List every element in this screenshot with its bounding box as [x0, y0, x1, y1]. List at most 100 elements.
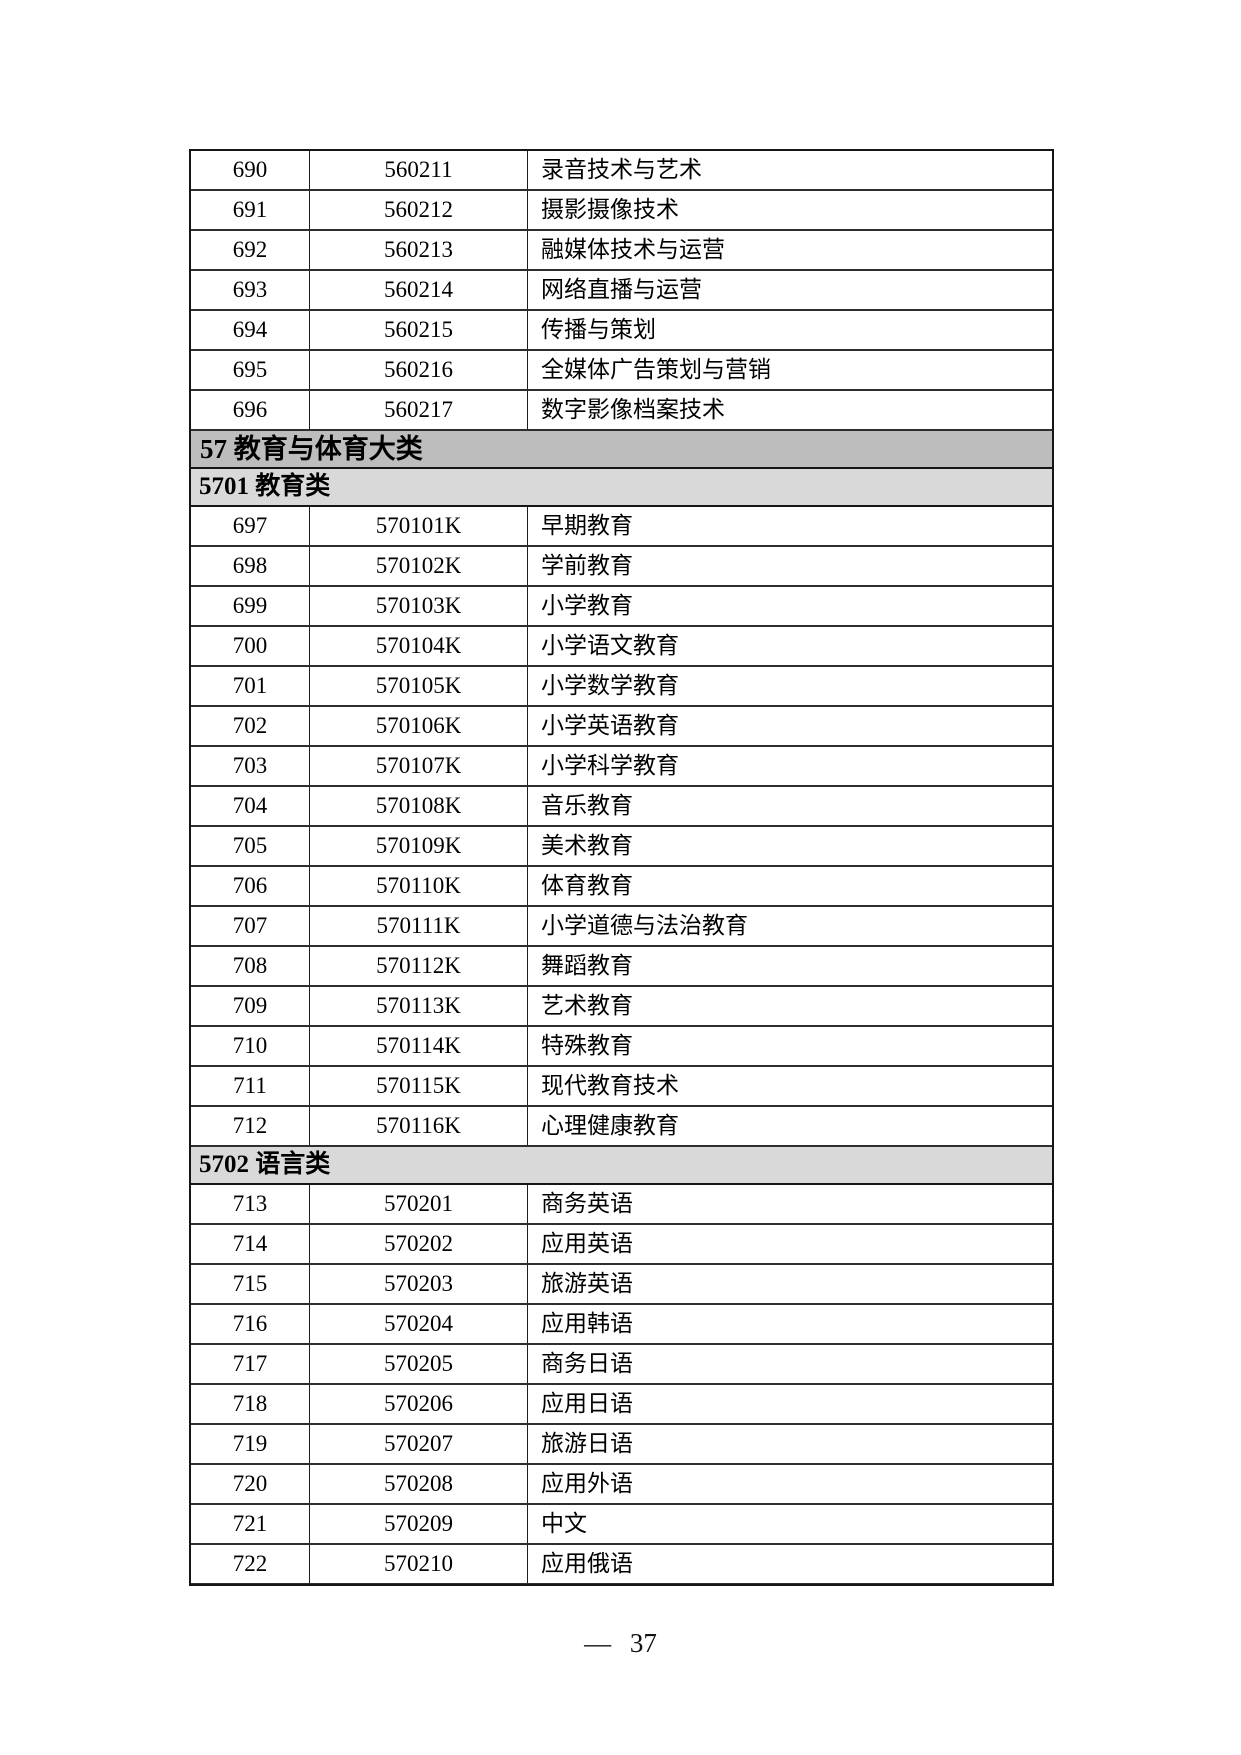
- subcategory-header: 5702 语言类: [191, 1147, 1052, 1185]
- table-row: 700 570104K 小学语文教育: [191, 627, 1052, 667]
- name-cell: 商务英语: [541, 1191, 633, 1216]
- table-row: 705 570109K 美术教育: [191, 827, 1052, 867]
- seq-cell: 704: [191, 787, 310, 825]
- name-cell: 网络直播与运营: [541, 277, 702, 302]
- seq-cell: 702: [191, 707, 310, 745]
- table-row: 694 560215 传播与策划: [191, 311, 1052, 351]
- table-row: 712 570116K 心理健康教育: [191, 1107, 1052, 1147]
- name-cell: 数字影像档案技术: [541, 397, 725, 422]
- code-cell: 560215: [310, 311, 528, 349]
- seq-cell: 703: [191, 747, 310, 785]
- name-cell: 小学道德与法治教育: [541, 913, 748, 938]
- name-cell: 摄影摄像技术: [541, 197, 679, 222]
- seq-cell: 698: [191, 547, 310, 585]
- seq-cell: 690: [191, 151, 310, 189]
- code-cell: 570201: [310, 1185, 528, 1223]
- name-cell: 美术教育: [541, 833, 633, 858]
- code-cell: 570103K: [310, 587, 528, 625]
- table-row: 696 560217 数字影像档案技术: [191, 391, 1052, 431]
- code-cell: 560217: [310, 391, 528, 429]
- code-cell: 570204: [310, 1305, 528, 1343]
- page-number: — 37: [584, 1628, 657, 1658]
- name-cell: 传播与策划: [541, 317, 656, 342]
- catalog-table: 690 560211 录音技术与艺术 691 560212 摄影摄像技术 692 560213…: [189, 149, 1054, 1586]
- table-row: 714 570202 应用英语: [191, 1225, 1052, 1265]
- seq-cell: 694: [191, 311, 310, 349]
- code-cell: 560211: [310, 151, 528, 189]
- code-cell: 570101K: [310, 507, 528, 545]
- name-cell: 体育教育: [541, 873, 633, 898]
- seq-cell: 692: [191, 231, 310, 269]
- table-row: 695 560216 全媒体广告策划与营销: [191, 351, 1052, 391]
- name-cell: 应用韩语: [541, 1311, 633, 1336]
- name-cell: 小学英语教育: [541, 713, 679, 738]
- table-row: 692 560213 融媒体技术与运营: [191, 231, 1052, 271]
- code-cell: 570205: [310, 1345, 528, 1383]
- table-row: 709 570113K 艺术教育: [191, 987, 1052, 1027]
- table-row: 722 570210 应用俄语: [191, 1545, 1052, 1584]
- name-cell: 录音技术与艺术: [541, 157, 702, 182]
- table-row: 710 570114K 特殊教育: [191, 1027, 1052, 1067]
- name-cell: 应用俄语: [541, 1551, 633, 1576]
- code-cell: 570116K: [310, 1107, 528, 1145]
- name-cell: 小学科学教育: [541, 753, 679, 778]
- name-cell: 音乐教育: [541, 793, 633, 818]
- table-row: 713 570201 商务英语: [191, 1185, 1052, 1225]
- code-cell: 570102K: [310, 547, 528, 585]
- name-cell: 融媒体技术与运营: [541, 237, 725, 262]
- name-cell: 应用外语: [541, 1471, 633, 1496]
- table-row: 706 570110K 体育教育: [191, 867, 1052, 907]
- seq-cell: 722: [191, 1545, 310, 1583]
- table-row: 691 560212 摄影摄像技术: [191, 191, 1052, 231]
- table-row: 721 570209 中文: [191, 1505, 1052, 1545]
- code-cell: 570115K: [310, 1067, 528, 1105]
- table-row: 701 570105K 小学数学教育: [191, 667, 1052, 707]
- seq-cell: 714: [191, 1225, 310, 1263]
- table-row: 699 570103K 小学教育: [191, 587, 1052, 627]
- name-cell: 心理健康教育: [541, 1113, 679, 1138]
- seq-cell: 701: [191, 667, 310, 705]
- name-cell: 舞蹈教育: [541, 953, 633, 978]
- category-header: 57 教育与体育大类: [191, 431, 1052, 469]
- code-cell: 570202: [310, 1225, 528, 1263]
- table-row: 702 570106K 小学英语教育: [191, 707, 1052, 747]
- code-cell: 570206: [310, 1385, 528, 1423]
- name-cell: 特殊教育: [541, 1033, 633, 1058]
- code-cell: 570105K: [310, 667, 528, 705]
- table-row: 693 560214 网络直播与运营: [191, 271, 1052, 311]
- seq-cell: 717: [191, 1345, 310, 1383]
- name-cell: 小学教育: [541, 593, 633, 618]
- name-cell: 商务日语: [541, 1351, 633, 1376]
- seq-cell: 712: [191, 1107, 310, 1145]
- seq-cell: 700: [191, 627, 310, 665]
- table-row: 698 570102K 学前教育: [191, 547, 1052, 587]
- seq-cell: 710: [191, 1027, 310, 1065]
- code-cell: 570109K: [310, 827, 528, 865]
- table-row: 704 570108K 音乐教育: [191, 787, 1052, 827]
- name-cell: 早期教育: [541, 513, 633, 538]
- code-cell: 570107K: [310, 747, 528, 785]
- table-row: 690 560211 录音技术与艺术: [191, 151, 1052, 191]
- code-cell: 570203: [310, 1265, 528, 1303]
- table-row: 717 570205 商务日语: [191, 1345, 1052, 1385]
- seq-cell: 691: [191, 191, 310, 229]
- name-cell: 全媒体广告策划与营销: [541, 357, 771, 382]
- table-row: 703 570107K 小学科学教育: [191, 747, 1052, 787]
- code-cell: 560214: [310, 271, 528, 309]
- table-row: 718 570206 应用日语: [191, 1385, 1052, 1425]
- seq-cell: 708: [191, 947, 310, 985]
- code-cell: 570111K: [310, 907, 528, 945]
- seq-cell: 711: [191, 1067, 310, 1105]
- code-cell: 570208: [310, 1465, 528, 1503]
- code-cell: 570210: [310, 1545, 528, 1583]
- name-cell: 现代教育技术: [541, 1073, 679, 1098]
- table-row: 715 570203 旅游英语: [191, 1265, 1052, 1305]
- code-cell: 570113K: [310, 987, 528, 1025]
- seq-cell: 705: [191, 827, 310, 865]
- name-cell: 小学语文教育: [541, 633, 679, 658]
- name-cell: 小学数学教育: [541, 673, 679, 698]
- code-cell: 560216: [310, 351, 528, 389]
- table-row: 711 570115K 现代教育技术: [191, 1067, 1052, 1107]
- subcategory-header: 5701 教育类: [191, 469, 1052, 507]
- seq-cell: 721: [191, 1505, 310, 1543]
